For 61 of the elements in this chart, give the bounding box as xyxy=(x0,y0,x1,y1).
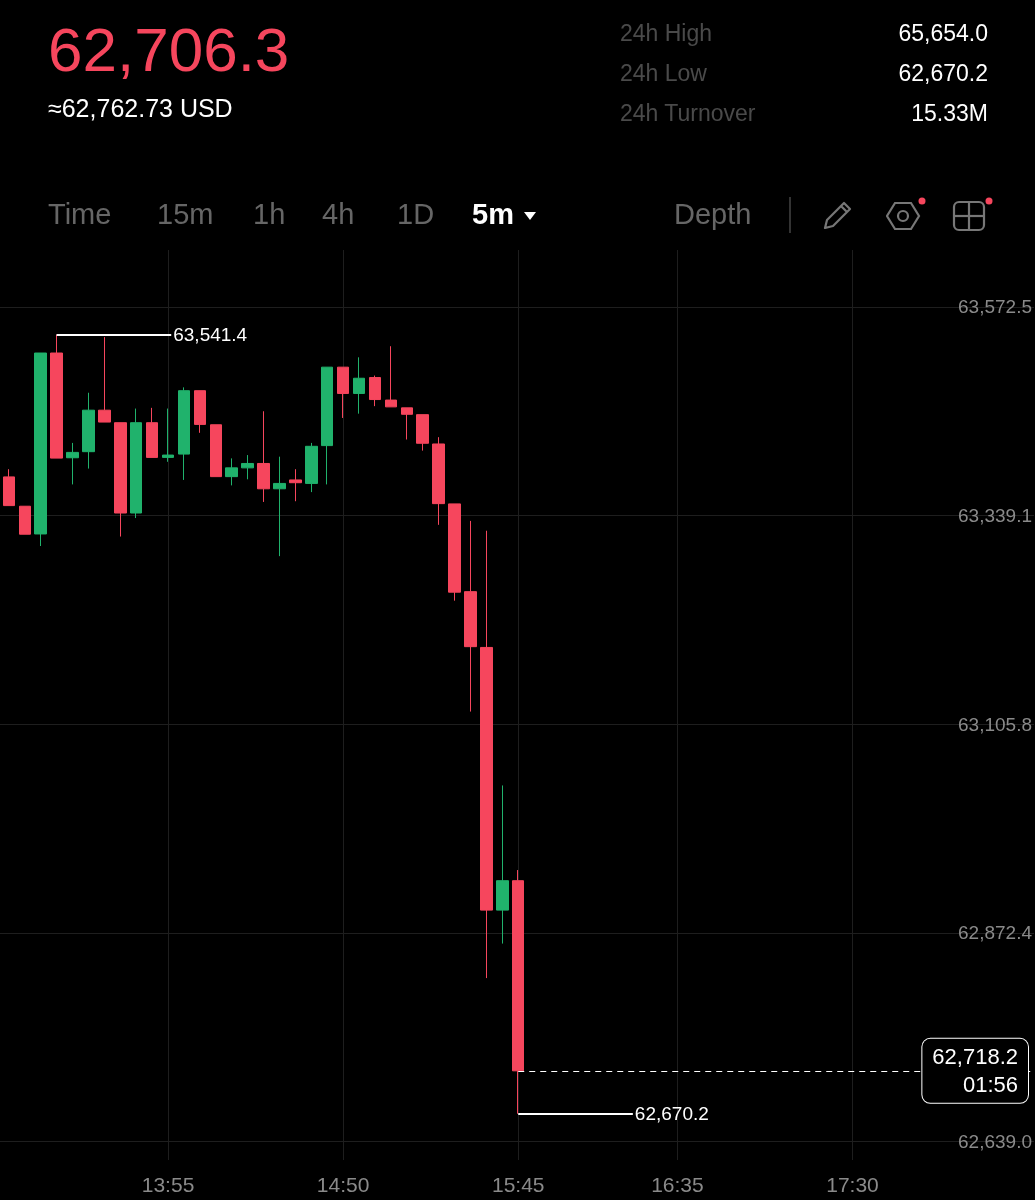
candlestick xyxy=(210,424,222,478)
candlestick xyxy=(50,334,63,459)
text: 4h xyxy=(322,198,355,231)
text: 24h Low xyxy=(620,60,707,87)
text: 1h xyxy=(253,198,286,231)
ref-line-label: 62,718.2 01:56 xyxy=(932,1044,1018,1098)
text: 15m xyxy=(157,198,214,231)
y-tick-label: 63,572.5 xyxy=(958,296,1032,318)
candlestick xyxy=(225,457,238,486)
candlestick xyxy=(146,407,158,458)
x-tick-label: 13:55 xyxy=(141,1173,195,1196)
candlestick xyxy=(337,366,349,419)
candlestick xyxy=(114,422,127,538)
text: 24h Turnover xyxy=(620,100,756,127)
text: 5m xyxy=(472,198,514,231)
candlestick xyxy=(432,436,445,526)
candlestick xyxy=(3,468,15,507)
candlestick xyxy=(34,352,47,547)
candlestick xyxy=(401,407,413,441)
x-tick-label: 17:30 xyxy=(826,1173,879,1196)
candlestick xyxy=(305,442,318,493)
text: 62,670.2 xyxy=(898,60,988,87)
candlestick xyxy=(178,386,190,481)
text: 24h High xyxy=(620,20,713,47)
chart-subtitle: ≈62,762.73 USD xyxy=(48,94,233,123)
y-tick-label: 62,872.4 xyxy=(958,922,1033,944)
candlestick xyxy=(66,442,79,485)
candlestick xyxy=(19,505,31,535)
candlestick xyxy=(480,530,493,979)
candlestick xyxy=(241,454,254,480)
candlestick xyxy=(162,408,174,463)
candlestick xyxy=(369,375,381,407)
annotation: 62,670.2 xyxy=(634,1103,709,1125)
x-tick-label: 14:50 xyxy=(316,1173,370,1196)
candlestick xyxy=(353,356,365,415)
chart-title: 62,706.3 xyxy=(48,14,290,85)
x-tick-label: 15:45 xyxy=(491,1173,545,1196)
y-tick-label: 62,639.0 xyxy=(958,1131,1032,1153)
candlestick xyxy=(464,520,477,713)
text: 65,654.0 xyxy=(898,20,988,47)
candlestick xyxy=(321,366,333,485)
candlestick xyxy=(273,456,286,557)
candlestick xyxy=(416,414,429,452)
text: 1D xyxy=(397,198,435,231)
candlestick xyxy=(496,784,509,945)
y-tick-label: 63,105.8 xyxy=(958,713,1032,735)
candlestick xyxy=(194,390,206,434)
text: Depth xyxy=(674,198,752,231)
y-tick-label: 63,339.1 xyxy=(958,505,1032,527)
candlestick xyxy=(512,869,524,1115)
candlestick xyxy=(257,410,270,503)
candlestick xyxy=(385,345,397,408)
text: 15.33M xyxy=(911,100,988,127)
annotation: 63,541.4 xyxy=(173,324,248,346)
text: Time xyxy=(48,198,112,231)
candlestick xyxy=(98,336,111,423)
candlestick xyxy=(448,503,461,602)
candlestick xyxy=(130,408,142,519)
candlestick xyxy=(82,392,95,470)
candlestick xyxy=(289,468,302,502)
x-tick-label: 16:35 xyxy=(651,1173,704,1196)
